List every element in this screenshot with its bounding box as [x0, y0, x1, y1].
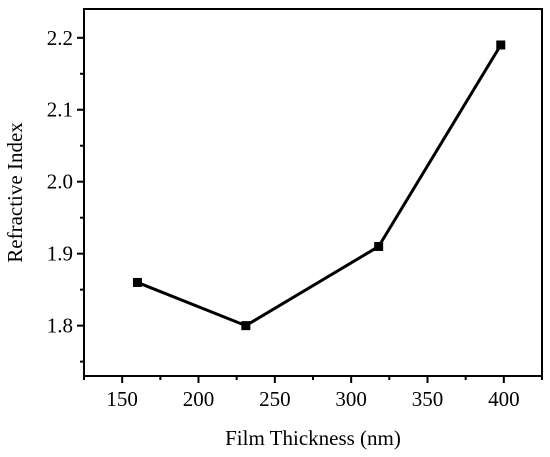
x-tick-label: 150: [106, 387, 138, 411]
x-tick-label: 300: [335, 387, 367, 411]
y-tick-label: 2.0: [47, 170, 73, 194]
y-tick-label: 2.2: [47, 26, 73, 50]
data-point: [496, 40, 506, 50]
x-tick-label: 350: [412, 387, 444, 411]
y-axis-title: Refractive Index: [3, 122, 27, 263]
plot-frame: [83, 8, 543, 377]
data-point: [241, 321, 251, 331]
y-axis-ticks: 1.8 1.9 2.0 2.1 2.2: [47, 26, 84, 363]
x-tick-label: 200: [183, 387, 215, 411]
data-point: [132, 277, 142, 287]
series-line: [136, 44, 503, 328]
series-group: [132, 40, 506, 331]
y-tick-label: 2.1: [47, 98, 73, 122]
x-tick-label: 400: [488, 387, 520, 411]
y-tick-label: 1.8: [47, 314, 73, 338]
data-point: [374, 241, 384, 251]
x-axis-title: Film Thickness (nm): [225, 426, 401, 450]
x-tick-label: 250: [259, 387, 291, 411]
x-axis-ticks: 150 200 250 300 350 400: [83, 376, 543, 411]
y-tick-label: 1.9: [47, 242, 73, 266]
